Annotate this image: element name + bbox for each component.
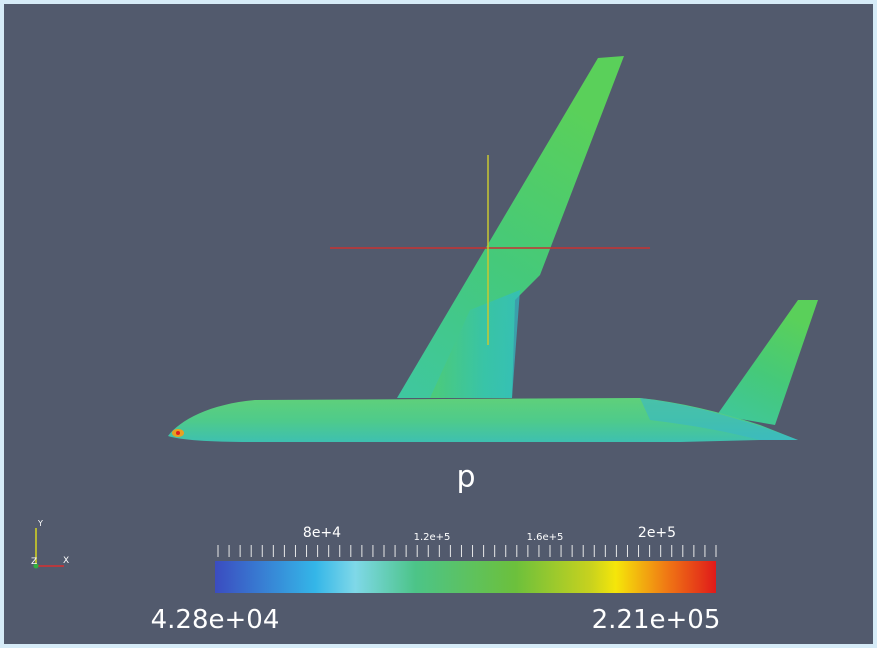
axis-label-x: X — [63, 556, 69, 566]
scalar-bar-tick-label: 2e+5 — [638, 525, 676, 541]
scalar-bar-tick-label: 8e+4 — [303, 525, 341, 541]
scalar-bar — [215, 561, 716, 593]
render-view: p 8e+4 1.2e+5 1.6e+5 2e+5 4.28e+04 2.21e… — [0, 0, 877, 648]
axis-label-y: Y — [37, 519, 43, 528]
nose-stagnation — [176, 431, 180, 435]
scalar-bar-title: p — [456, 460, 475, 495]
axis-label-z: Z — [31, 557, 37, 567]
viewport — [4, 4, 873, 644]
scalar-bar-max: 2.21e+05 — [592, 605, 721, 635]
scalar-bar-tick-label: 1.6e+5 — [527, 532, 564, 543]
scalar-bar-tick-label: 1.2e+5 — [414, 532, 451, 543]
scalar-bar-min: 4.28e+04 — [151, 605, 280, 635]
